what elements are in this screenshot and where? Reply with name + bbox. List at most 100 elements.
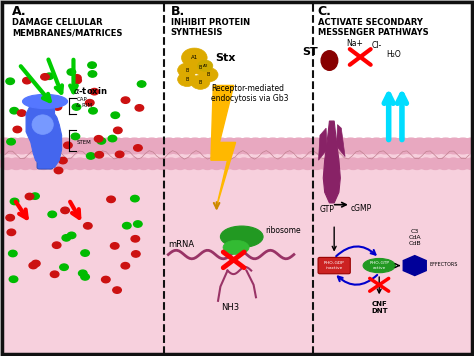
Circle shape xyxy=(182,158,197,169)
Ellipse shape xyxy=(363,258,395,273)
Text: $\alpha$-toxin: $\alpha$-toxin xyxy=(73,85,108,96)
Circle shape xyxy=(373,158,388,169)
Text: DAMAGE CELLULAR
MEMBRANES/MATRICES: DAMAGE CELLULAR MEMBRANES/MATRICES xyxy=(12,18,122,37)
Circle shape xyxy=(461,138,474,154)
Circle shape xyxy=(383,138,404,154)
Ellipse shape xyxy=(220,226,263,247)
Text: RHO-GTP
active: RHO-GTP active xyxy=(369,261,389,270)
Circle shape xyxy=(64,138,84,154)
Circle shape xyxy=(73,158,88,169)
Polygon shape xyxy=(319,128,327,160)
Text: ACTIVATE SECONDARY
MESSENGER PATHWAYS: ACTIVATE SECONDARY MESSENGER PATHWAYS xyxy=(318,18,428,37)
Circle shape xyxy=(23,77,31,84)
Circle shape xyxy=(437,158,452,169)
Circle shape xyxy=(191,75,210,89)
Circle shape xyxy=(91,158,106,169)
Circle shape xyxy=(31,193,39,199)
Circle shape xyxy=(245,138,266,154)
Circle shape xyxy=(55,138,76,154)
Ellipse shape xyxy=(23,94,67,109)
Text: B: B xyxy=(185,68,189,73)
Polygon shape xyxy=(26,100,62,167)
Circle shape xyxy=(355,158,370,169)
Circle shape xyxy=(114,127,122,134)
Circle shape xyxy=(200,158,215,169)
Text: Cl-: Cl- xyxy=(372,41,383,50)
Text: mRNA: mRNA xyxy=(168,240,194,249)
Circle shape xyxy=(340,138,361,154)
Circle shape xyxy=(94,136,103,142)
Circle shape xyxy=(282,158,297,169)
Circle shape xyxy=(410,158,425,169)
Circle shape xyxy=(237,138,257,154)
Circle shape xyxy=(382,158,397,169)
Circle shape xyxy=(262,138,283,154)
Circle shape xyxy=(46,138,67,154)
Circle shape xyxy=(64,158,79,169)
Polygon shape xyxy=(337,125,345,157)
Circle shape xyxy=(64,142,72,148)
Circle shape xyxy=(309,158,324,169)
Circle shape xyxy=(108,135,117,142)
Circle shape xyxy=(418,138,439,154)
Circle shape xyxy=(446,158,461,169)
Circle shape xyxy=(228,138,248,154)
Circle shape xyxy=(73,75,81,81)
Circle shape xyxy=(271,138,292,154)
Circle shape xyxy=(349,138,370,154)
Circle shape xyxy=(364,158,379,169)
Text: cGMP: cGMP xyxy=(351,204,372,213)
Circle shape xyxy=(173,158,188,169)
Text: B: B xyxy=(199,80,202,85)
Text: Stx: Stx xyxy=(216,53,236,63)
Circle shape xyxy=(9,158,24,169)
Circle shape xyxy=(46,130,54,137)
Circle shape xyxy=(18,110,26,116)
Circle shape xyxy=(255,158,270,169)
Circle shape xyxy=(81,274,90,280)
Circle shape xyxy=(328,158,343,169)
Circle shape xyxy=(7,229,16,236)
Circle shape xyxy=(137,81,146,87)
Circle shape xyxy=(45,158,60,169)
Circle shape xyxy=(27,158,42,169)
Circle shape xyxy=(346,158,361,169)
Circle shape xyxy=(32,260,40,267)
Circle shape xyxy=(97,138,106,144)
Circle shape xyxy=(150,138,171,154)
Circle shape xyxy=(199,68,218,82)
Circle shape xyxy=(127,158,142,169)
Circle shape xyxy=(3,138,24,154)
Circle shape xyxy=(107,138,128,154)
Circle shape xyxy=(13,126,22,133)
Circle shape xyxy=(331,138,352,154)
Circle shape xyxy=(29,262,37,269)
Circle shape xyxy=(37,138,58,154)
Text: CAP: CAP xyxy=(76,98,87,103)
Circle shape xyxy=(48,152,56,158)
Text: C.: C. xyxy=(318,5,331,19)
Text: B: B xyxy=(199,65,202,70)
Circle shape xyxy=(366,138,387,154)
Circle shape xyxy=(464,158,474,169)
Circle shape xyxy=(145,158,160,169)
Circle shape xyxy=(109,158,124,169)
Circle shape xyxy=(209,158,224,169)
Circle shape xyxy=(118,158,133,169)
Circle shape xyxy=(141,138,162,154)
Circle shape xyxy=(67,232,76,239)
Circle shape xyxy=(219,138,240,154)
Circle shape xyxy=(6,78,14,84)
Circle shape xyxy=(410,138,430,154)
Circle shape xyxy=(134,145,142,151)
Circle shape xyxy=(101,276,110,283)
Circle shape xyxy=(113,287,121,293)
Circle shape xyxy=(95,152,103,158)
Circle shape xyxy=(61,207,69,214)
Circle shape xyxy=(83,222,92,229)
Text: B.: B. xyxy=(171,5,185,19)
Text: & RIM: & RIM xyxy=(76,103,92,108)
Text: B: B xyxy=(185,77,189,82)
Circle shape xyxy=(72,104,81,110)
Circle shape xyxy=(34,142,42,148)
